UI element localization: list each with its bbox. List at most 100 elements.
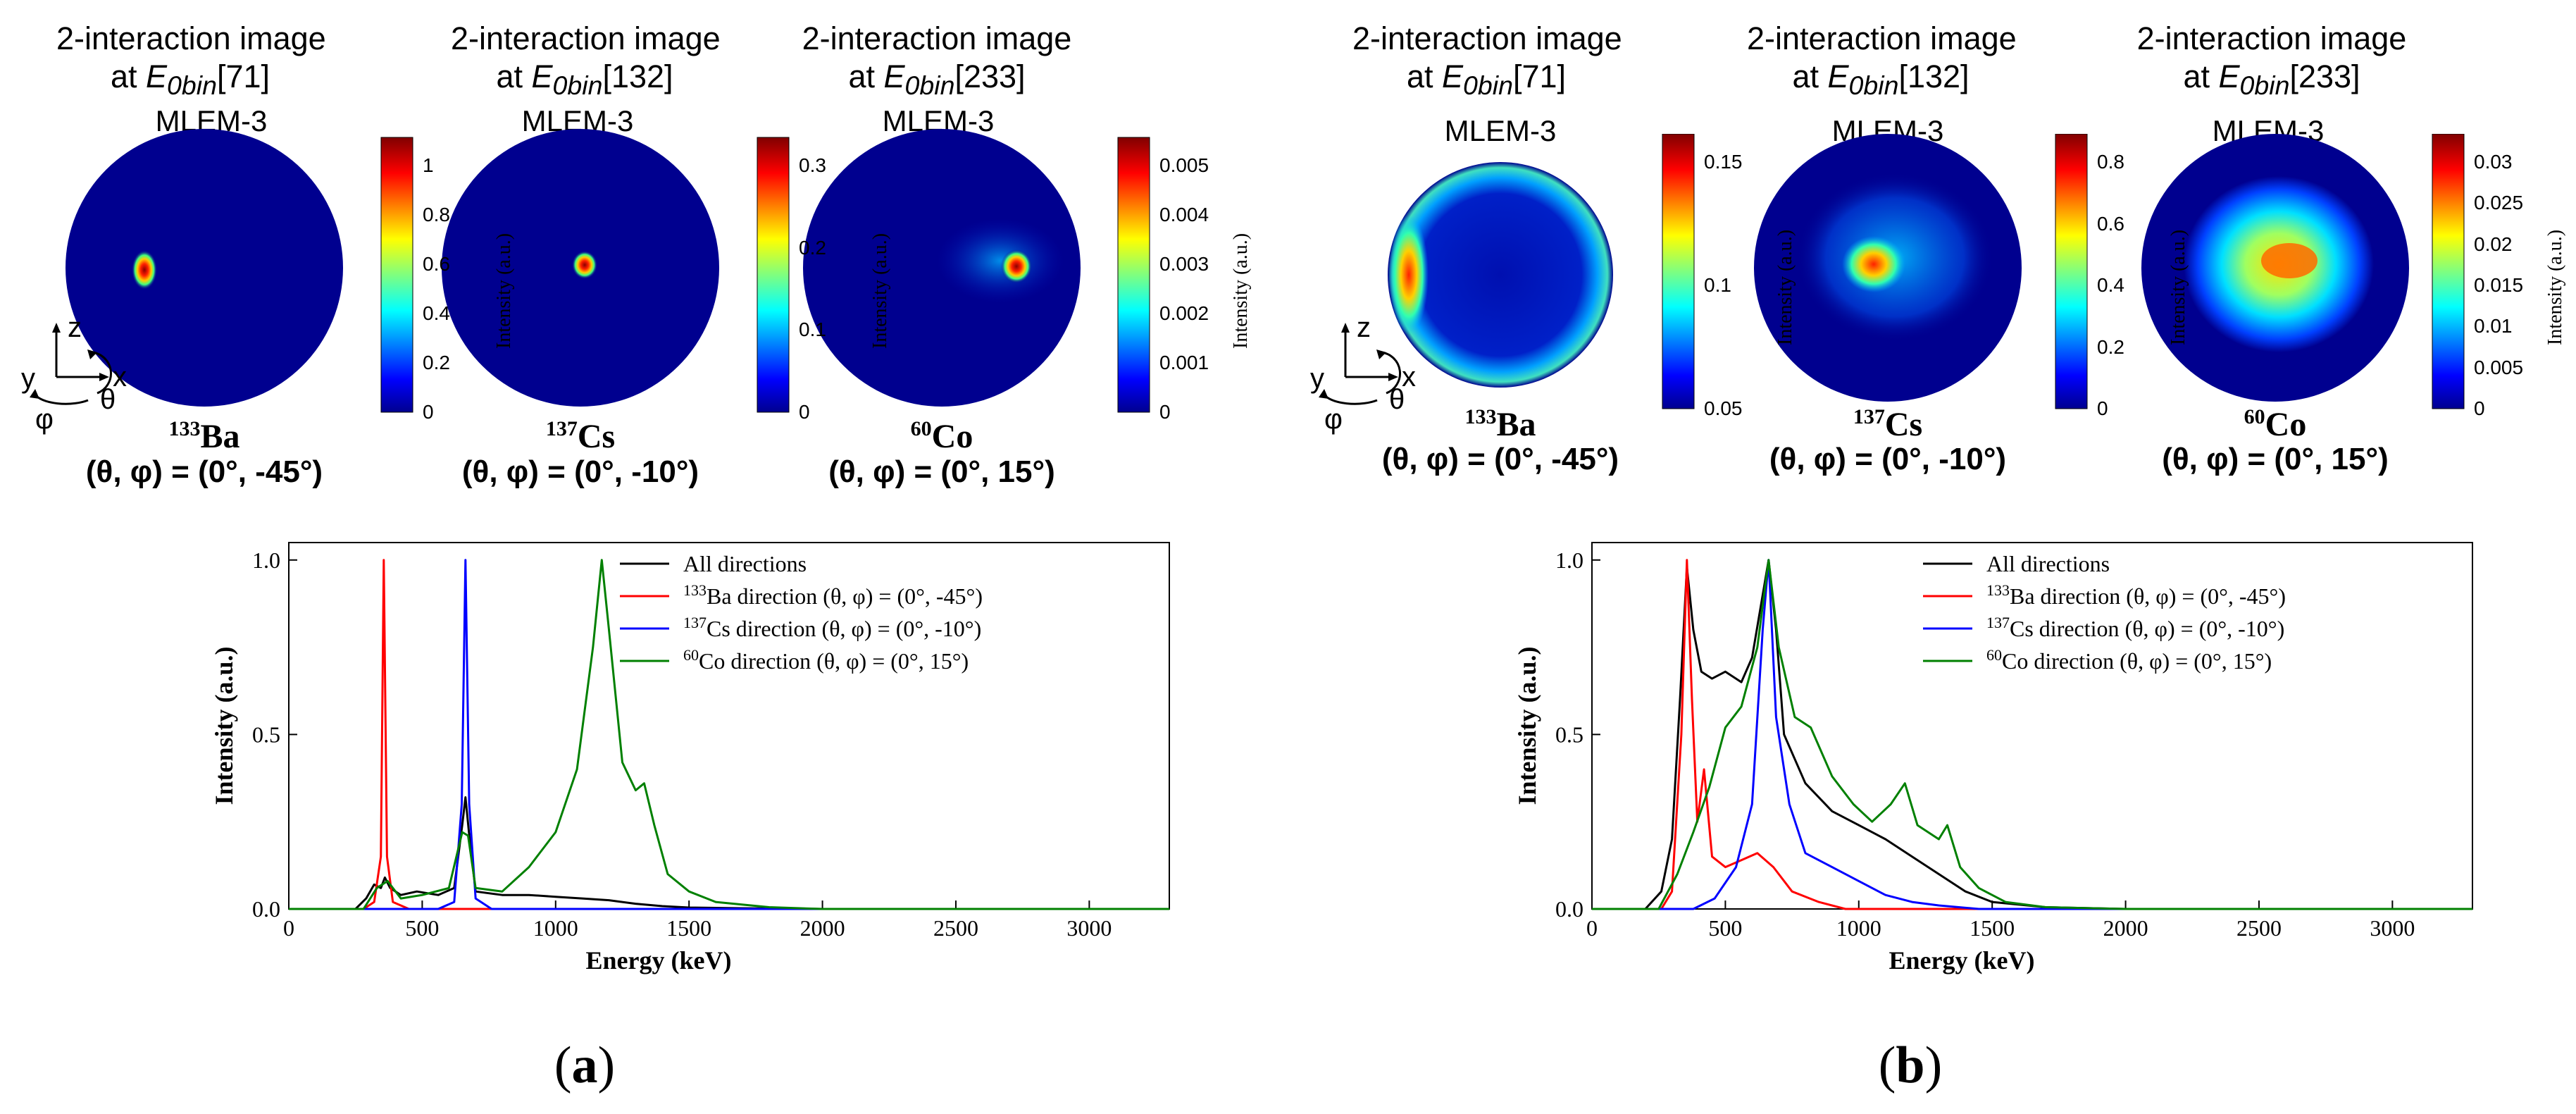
colorbar-tick-label: 0.4 — [2097, 274, 2124, 296]
legend-entry-ba: 133Ba direction (θ, φ) = (0°, -45°) — [1986, 581, 2286, 609]
co-image — [2141, 134, 2409, 402]
colorbar-tick-label: 0.6 — [2097, 212, 2124, 235]
image-title-line2: at E0bin[71] — [1406, 58, 1567, 100]
legend-sup: 60 — [683, 646, 699, 664]
axis-z-label: z — [68, 312, 82, 343]
axis-x-label: x — [113, 361, 127, 392]
x-tick-label: 500 — [1708, 915, 1742, 941]
axis-z-label: z — [1357, 312, 1371, 343]
colorbar-tick-label: 0.2 — [2097, 335, 2124, 358]
colorbar-tick-label: 0.6 — [423, 253, 450, 275]
y-tick-label: 0.0 — [1555, 896, 1583, 922]
image-title-line1: 2-interaction image — [2136, 20, 2407, 56]
legend-entry-all: All directions — [1986, 551, 2110, 576]
isotope-label: 133Ba — [1464, 405, 1536, 443]
image-title-line1: 2-interaction image — [1747, 20, 2017, 56]
image-title: 2-interaction image at E0bin[233] — [796, 20, 1078, 104]
spectrum-chart-a: 0 500 1000 1500 2000 2500 3000 0.0 0.5 1.0 Energy … — [210, 542, 1170, 974]
legend-text: Ba direction (θ, φ) = (0°, -45°) — [2010, 583, 2286, 609]
panel-label: (b) — [1878, 1036, 1943, 1094]
legend-text: All directions — [683, 551, 807, 576]
colorbar-ba — [1662, 134, 1695, 409]
image-title-line2: at E0bin[71] — [110, 58, 270, 100]
legend-text: Cs direction (θ, φ) = (0°, -10°) — [2010, 616, 2284, 641]
x-tick-label: 2000 — [2103, 915, 2148, 941]
colorbar-label: Intensity (a.u.) — [2167, 229, 2189, 345]
colorbar-tick-label: 0.2 — [799, 236, 826, 259]
colorbar-ba — [380, 137, 413, 413]
colorbar-label: Intensity (a.u.) — [869, 233, 891, 349]
x-tick-label: 0 — [1586, 915, 1598, 941]
cs-image — [1754, 134, 2022, 402]
axes-orientation-icon: z y x θ φ — [21, 312, 127, 435]
y-tick-label: 0.5 — [1555, 722, 1583, 747]
colorbar-ticks: 0 0.1 0.2 0.3 Intensity (a.u.) — [799, 137, 926, 423]
legend-text: Ba direction (θ, φ) = (0°, -45°) — [707, 583, 983, 609]
direction-label: (θ, φ) = (0°, -10°) — [1769, 442, 2007, 476]
colorbar-label: Intensity (a.u.) — [2544, 229, 2566, 345]
legend-entry-co: 60Co direction (θ, φ) = (0°, 15°) — [1986, 646, 2272, 674]
colorbar-tick-label: 0.003 — [1159, 253, 1209, 275]
axis-y-label: y — [1310, 363, 1324, 394]
colorbar-tick-label: 0 — [799, 401, 810, 423]
colorbar-tick-label: 0.2 — [423, 352, 450, 373]
colorbar-label: Intensity (a.u.) — [1230, 233, 1252, 349]
colorbar-tick-label: 0.02 — [2474, 233, 2513, 255]
series-line-ba — [1592, 559, 2472, 910]
legend-text: Cs direction (θ, φ) = (0°, -10°) — [707, 616, 981, 641]
x-tick-label: 2500 — [2236, 915, 2282, 941]
colorbar-tick-label: 0.005 — [1159, 154, 1209, 176]
colorbar-tick-label: 0.025 — [2474, 192, 2524, 214]
x-tick-label: 2500 — [933, 915, 978, 941]
colorbar-ticks: 0 0.001 0.002 0.003 0.004 0.005 Intensity (a.u… — [1159, 137, 1286, 423]
colorbar-tick-label: 0.4 — [423, 302, 450, 324]
image-title-line2: at E0bin[132] — [496, 58, 673, 100]
co-image — [803, 129, 1081, 407]
x-tick-label: 1000 — [533, 915, 578, 941]
y-axis-label: Intensity (a.u.) — [210, 646, 238, 805]
colorbar-co — [1117, 137, 1150, 413]
colorbar-ticks: 0 0.2 0.4 0.6 0.8 1 Intensity (a.u.) — [423, 137, 549, 423]
y-tick-label: 1.0 — [1555, 547, 1583, 573]
axes-orientation-icon: z y x θ φ — [1310, 312, 1416, 435]
series-line-ba — [289, 559, 1169, 910]
image-title-line1: 2-interaction image — [1352, 20, 1622, 56]
colorbar-tick-label: 0.015 — [2474, 274, 2524, 296]
colorbar-label: Intensity (a.u.) — [493, 233, 515, 349]
series-line-cs — [1592, 559, 2472, 910]
image-title-line1: 2-interaction image — [451, 20, 721, 56]
x-tick-label: 0 — [283, 915, 294, 941]
x-tick-label: 1500 — [666, 915, 711, 941]
axis-y-label: y — [21, 363, 35, 394]
ba-image — [66, 129, 343, 407]
method-label: MLEM-3 — [1444, 114, 1557, 147]
image-title: 2-interaction image at E0bin[132] — [1747, 20, 2017, 104]
direction-label: (θ, φ) = (0°, -10°) — [461, 454, 699, 489]
y-axis-label: Intensity (a.u.) — [1513, 646, 1541, 805]
colorbar-tick-label: 0.005 — [2474, 356, 2524, 378]
image-title: 2-interaction image at E0bin[233] — [2131, 20, 2413, 104]
image-title-line1: 2-interaction image — [802, 20, 1072, 56]
image-title-line2: at E0bin[132] — [1792, 58, 1970, 100]
colorbar-ticks: 0 0.2 0.4 0.6 0.8 Intensity (a.u.) — [2097, 134, 2224, 419]
colorbar-label: Intensity (a.u.) — [1774, 229, 1796, 345]
isotope-label: 137Cs — [545, 417, 616, 455]
legend-entry-cs: 137Cs direction (θ, φ) = (0°, -10°) — [1986, 614, 2284, 641]
direction-label: (θ, φ) = (0°, 15°) — [2162, 442, 2389, 476]
series-line-co — [289, 559, 1169, 910]
colorbar-tick-label: 0.001 — [1159, 352, 1209, 373]
y-tick-label: 0.0 — [252, 896, 280, 922]
colorbar-tick-label: 0.15 — [1704, 151, 1743, 173]
image-title: 2-interaction image at E0bin[71] — [56, 20, 326, 104]
isotope-label: 137Cs — [1853, 405, 1923, 443]
direction-label: (θ, φ) = (0°, -45°) — [1381, 442, 1619, 476]
axis-phi-label: φ — [1324, 404, 1343, 435]
legend-text: Co direction (θ, φ) = (0°, 15°) — [2002, 648, 2272, 674]
colorbar-ticks: 0.05 0.1 0.15 Intensity (a.u.) — [1704, 134, 1831, 419]
image-title: 2-interaction image at E0bin[132] — [451, 20, 721, 104]
x-axis-label: Energy (keV) — [586, 946, 732, 974]
colorbar-tick-label: 0.8 — [2097, 151, 2124, 173]
image-title-line1: 2-interaction image — [56, 20, 326, 56]
colorbar-tick-label: 0.1 — [799, 318, 826, 341]
x-tick-label: 3000 — [2370, 915, 2415, 941]
